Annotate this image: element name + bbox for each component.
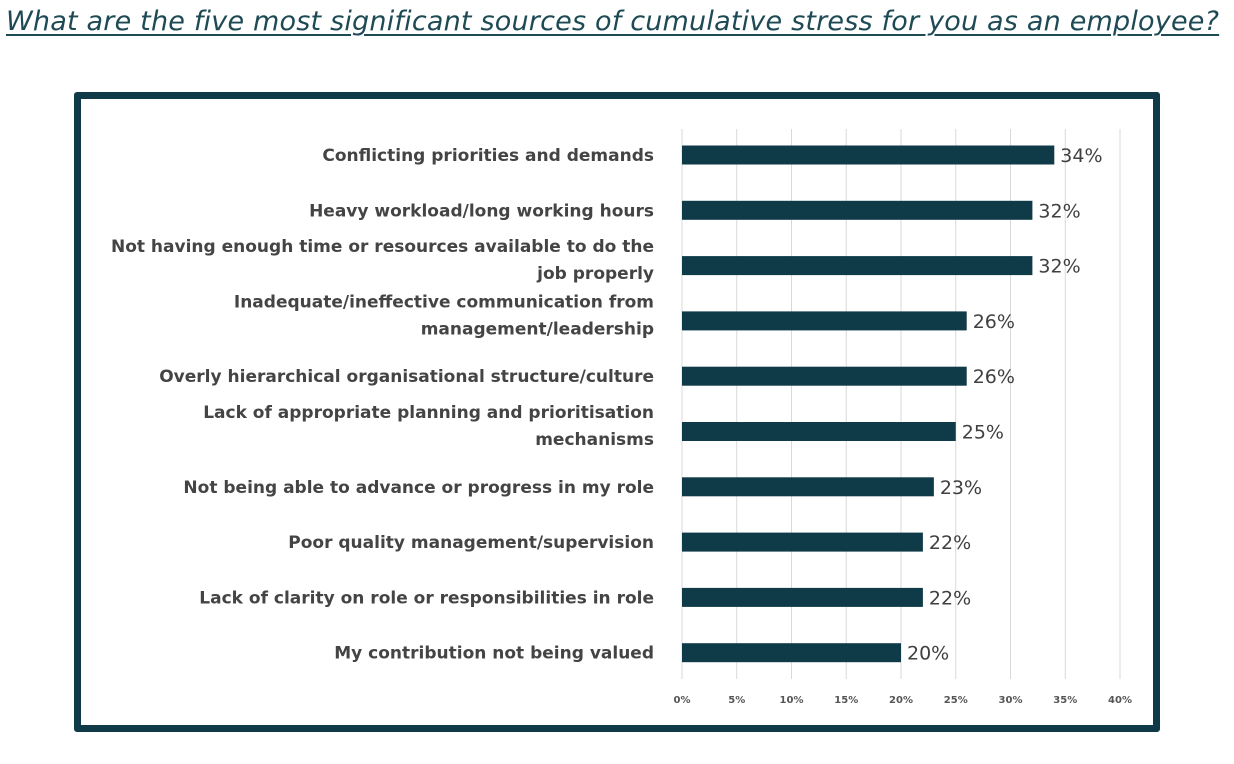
x-tick-label: 40% [1108,695,1132,706]
category-label: Overly hierarchical organisational struc… [159,367,654,387]
chart-frame: Conflicting priorities and demands Heavy … [74,92,1160,732]
category-label: Not having enough time or resources avai… [111,237,654,284]
x-tick-label: 25% [944,695,968,706]
category-label-line: My contribution not being valued [334,644,654,664]
category-label-line: Inadequate/ineffective communication fro… [234,292,654,312]
bar [682,311,967,331]
bar [682,256,1033,276]
category-label-line: Poor quality management/supervision [288,533,654,553]
category-labels: Conflicting priorities and demands Heavy … [111,146,654,664]
category-label: Not being able to advance or progress in… [183,478,654,498]
category-label: Poor quality management/supervision [288,533,654,553]
bar [682,643,901,663]
bar [682,145,1055,165]
bar [682,532,923,552]
x-tick-label: 5% [728,695,745,706]
data-label: 26% [973,311,1015,333]
x-tick-label: 10% [780,695,804,706]
category-label: Inadequate/ineffective communication fro… [234,292,654,339]
bar-chart: Conflicting priorities and demands Heavy … [111,129,1132,706]
category-label-line: Conflicting priorities and demands [322,146,654,166]
data-label: 32% [1038,200,1080,222]
gridlines [681,129,1121,679]
data-label: 26% [973,366,1015,388]
x-axis-ticks: 0% 5% 10% 15% 20% 25% 30% 35% 40% [674,695,1132,706]
data-label: 32% [1038,256,1080,278]
data-label: 20% [907,643,949,665]
category-label-line: Not having enough time or resources avai… [111,237,654,257]
data-label: 22% [929,587,971,609]
category-label: Lack of clarity on role or responsibilit… [199,588,654,608]
category-label-line: Lack of appropriate planning and priorit… [203,403,654,423]
data-label: 23% [940,477,982,499]
bar [682,587,923,607]
category-label: Conflicting priorities and demands [322,146,654,166]
category-label-line: mechanisms [535,430,654,450]
x-tick-label: 15% [834,695,858,706]
x-tick-label: 30% [999,695,1023,706]
bar [682,200,1033,220]
category-label-line: Not being able to advance or progress in… [183,478,654,498]
data-label: 34% [1060,145,1102,167]
category-label: Heavy workload/long working hours [309,201,654,221]
category-label-line: management/leadership [421,319,654,339]
data-label: 25% [962,422,1004,444]
page-title: What are the five most significant sourc… [6,6,1220,37]
x-tick-label: 35% [1053,695,1077,706]
category-label: Lack of appropriate planning and priorit… [203,403,654,450]
category-label-line: Heavy workload/long working hours [309,201,654,221]
category-label-line: Overly hierarchical organisational struc… [159,367,654,387]
value-labels: 34% 32% 32% 26% 26% 25% 23% 22% 22% 20% [907,145,1103,665]
bar [682,477,934,497]
category-label-line: job properly [536,264,654,284]
category-label: My contribution not being valued [334,644,654,664]
category-label-line: Lack of clarity on role or responsibilit… [199,588,654,608]
bar [682,366,967,386]
x-tick-label: 0% [674,695,691,706]
bars [682,145,1055,663]
data-label: 22% [929,532,971,554]
x-tick-label: 20% [889,695,913,706]
bar [682,422,956,441]
